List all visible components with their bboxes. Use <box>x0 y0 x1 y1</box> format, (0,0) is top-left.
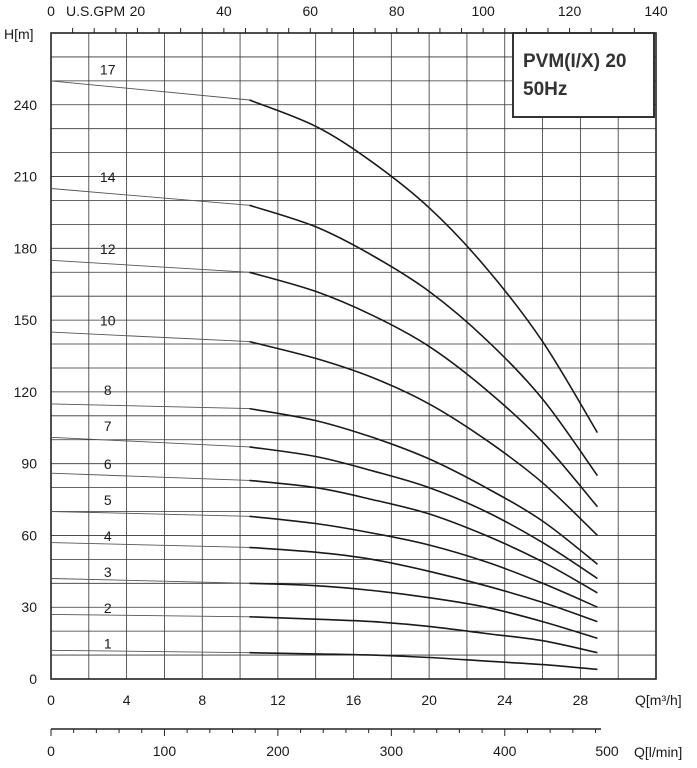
curve-5-extension <box>50 511 250 517</box>
y-tick-label: 60 <box>21 527 37 543</box>
curve-label-8: 8 <box>104 382 112 398</box>
x-tick-label: 20 <box>421 692 437 708</box>
curve-12 <box>249 271 599 508</box>
y-tick-label: 240 <box>14 97 38 113</box>
bottom-tick-label: 400 <box>493 743 517 759</box>
head-curves <box>50 80 599 671</box>
bottom-axis-label: Q[l/min] <box>634 744 682 760</box>
x-tick-label: 8 <box>198 692 206 708</box>
title-line-1: PVM(I/X) 20 <box>523 51 626 72</box>
top-tick-label: 140 <box>644 3 668 19</box>
curve-label-17: 17 <box>100 61 116 77</box>
title-box: PVM(I/X) 20 50Hz <box>512 32 655 118</box>
x-tick-label: 24 <box>497 692 513 708</box>
y-tick-label: 120 <box>14 384 38 400</box>
top-tick-label: 40 <box>216 3 232 19</box>
curve-4-extension <box>50 542 250 548</box>
top-axis-label: U.S.GPM <box>66 3 125 19</box>
x-tick-label: 16 <box>346 692 362 708</box>
curve-17 <box>249 99 599 434</box>
curve-1 <box>249 651 598 671</box>
title-box-frame <box>512 32 655 118</box>
curve-label-3: 3 <box>104 564 112 580</box>
curve-14-extension <box>50 188 250 206</box>
top-tick-label: 80 <box>389 3 405 19</box>
y-tick-label: 180 <box>14 240 38 256</box>
curve-labels: 17 14 12 10 8 7 6 5 4 3 2 1 <box>100 61 116 651</box>
curve-12-extension <box>50 259 250 273</box>
top-tick-label: 0 <box>47 3 55 19</box>
x-tick-label: 0 <box>47 692 55 708</box>
curve-6 <box>249 479 598 594</box>
curve-label-10: 10 <box>100 313 116 329</box>
x-tick-label: 4 <box>123 692 131 708</box>
top-tick-label: 60 <box>302 3 318 19</box>
curve-17-extension <box>50 80 250 101</box>
top-tick-label: 100 <box>471 3 495 19</box>
curve-6-extension <box>50 472 250 481</box>
curve-label-1: 1 <box>104 636 112 652</box>
curve-5 <box>249 515 598 608</box>
y-tick-label: 90 <box>21 456 37 472</box>
curve-7 <box>249 446 598 580</box>
curve-label-4: 4 <box>104 528 112 544</box>
curve-label-5: 5 <box>104 492 112 508</box>
curve-3-extension <box>50 578 250 584</box>
curve-label-12: 12 <box>100 241 116 257</box>
bottom-tick-label: 200 <box>266 743 290 759</box>
bottom-tick-label: 0 <box>47 743 55 759</box>
curve-14 <box>249 204 599 477</box>
bottom-tick-label: 300 <box>380 743 404 759</box>
y-tick-label: 150 <box>14 312 38 328</box>
curve-4 <box>249 546 598 623</box>
curve-8 <box>249 407 598 565</box>
top-tick-label: 20 <box>130 3 146 19</box>
curve-label-7: 7 <box>104 418 112 434</box>
curve-label-6: 6 <box>104 456 112 472</box>
x-tick-label: 28 <box>573 692 589 708</box>
curve-3 <box>249 582 598 640</box>
curve-label-14: 14 <box>100 169 116 185</box>
bottom-tick-label: 500 <box>595 743 619 759</box>
y-tick-label: 0 <box>29 671 37 687</box>
curve-label-2: 2 <box>104 600 112 616</box>
curve-2-extension <box>50 613 250 618</box>
title-line-2: 50Hz <box>523 79 567 100</box>
curve-10-extension <box>50 331 250 343</box>
y-axis-label: H[m] <box>4 26 34 42</box>
curve-10 <box>249 340 598 536</box>
y-tick-label: 210 <box>14 169 38 185</box>
curve-7-extension <box>50 436 250 448</box>
x-tick-label: 12 <box>270 692 286 708</box>
y-tick-label: 30 <box>21 599 37 615</box>
curve-2 <box>249 616 598 654</box>
top-tick-label: 120 <box>558 3 582 19</box>
curve-1-extension <box>50 649 250 654</box>
curve-8-extension <box>50 403 250 410</box>
x-axis-label: Q[m³/h] <box>635 692 682 708</box>
bottom-tick-label: 100 <box>153 743 177 759</box>
